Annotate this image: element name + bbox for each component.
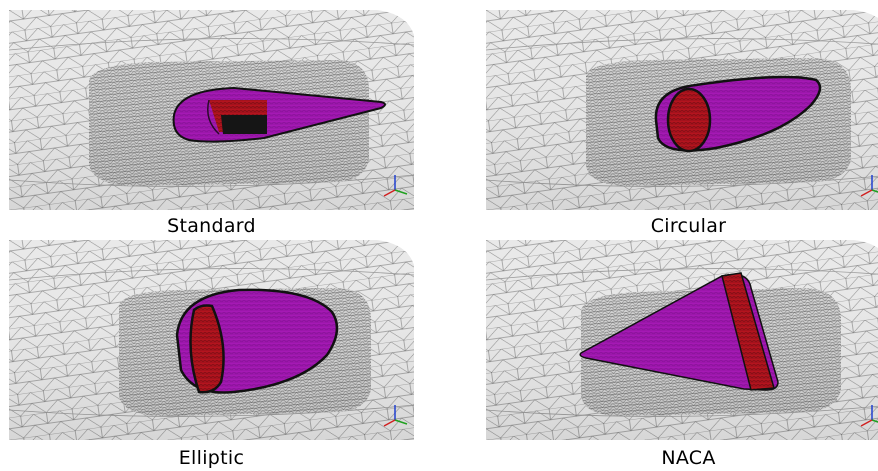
axis-triad-icon (383, 175, 408, 197)
caption-standard: Standard (167, 215, 256, 237)
axis-triad-icon (383, 405, 408, 427)
axis-triad-icon (860, 175, 878, 197)
caption-circular: Circular (650, 215, 727, 237)
caption-naca: NACA (661, 447, 716, 469)
standard-nozzle-render (9, 10, 414, 210)
elliptic-nozzle-shape (175, 288, 339, 394)
axis-triad-icon (860, 405, 878, 427)
caption-elliptic: Elliptic (178, 447, 245, 469)
naca-nozzle-shape (579, 272, 779, 391)
naca-nozzle-render (486, 240, 878, 440)
standard-nozzle-shape (172, 86, 386, 143)
circular-nozzle-render (486, 10, 878, 210)
elliptic-nozzle-render (9, 240, 414, 440)
circular-nozzle-shape (654, 75, 822, 153)
